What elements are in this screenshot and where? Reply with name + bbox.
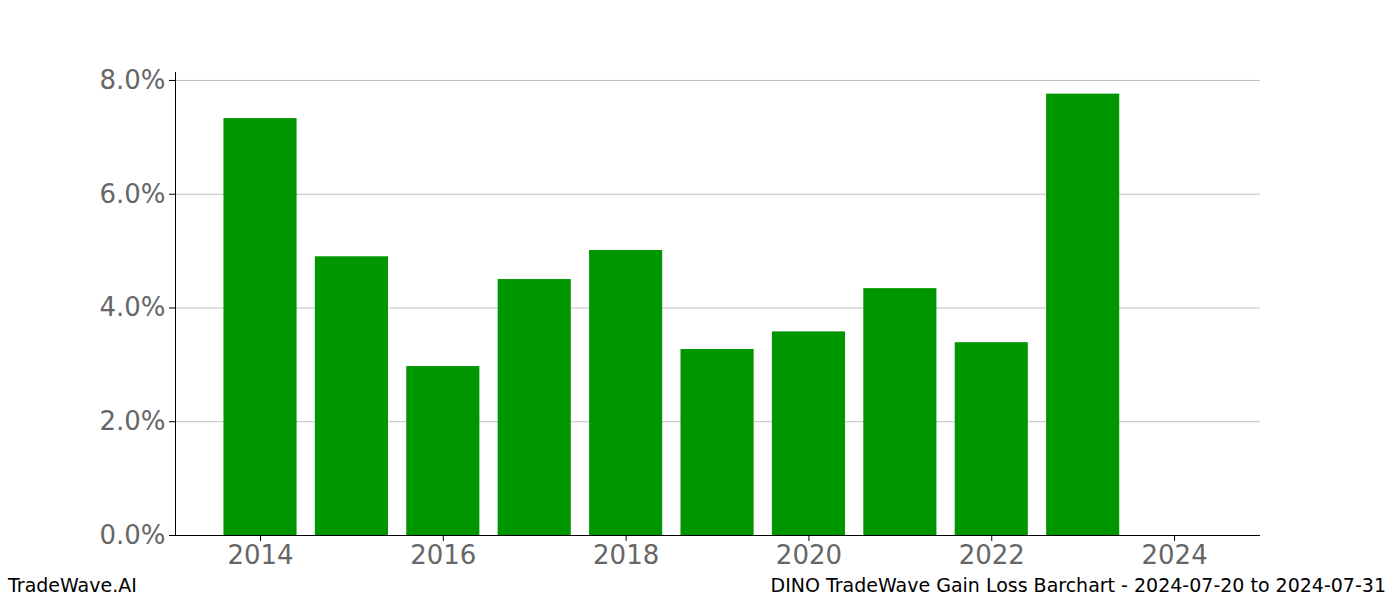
svg-text:8.0%: 8.0% — [99, 65, 165, 95]
svg-text:2.0%: 2.0% — [99, 406, 165, 436]
svg-text:2020: 2020 — [776, 540, 842, 570]
svg-text:4.0%: 4.0% — [99, 292, 165, 322]
svg-text:2018: 2018 — [593, 540, 659, 570]
svg-text:2022: 2022 — [959, 540, 1025, 570]
html-text:TradeWave.AI: TradeWave.AI — [8, 574, 137, 596]
svg-text:2014: 2014 — [227, 540, 293, 570]
svg-text:6.0%: 6.0% — [99, 179, 165, 209]
svg-text:0.0%: 0.0% — [99, 520, 165, 550]
html-text:DINO TradeWave Gain Loss Barch: DINO TradeWave Gain Loss Barchart - 2024… — [770, 574, 1386, 596]
svg-text:2016: 2016 — [410, 540, 476, 570]
svg-text:2024: 2024 — [1141, 540, 1207, 570]
